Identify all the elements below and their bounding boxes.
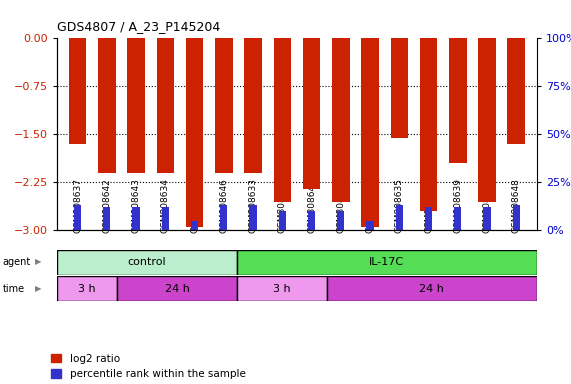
Bar <box>98 38 115 173</box>
Bar <box>391 38 408 137</box>
Bar <box>237 250 537 275</box>
Bar <box>132 207 140 230</box>
Bar <box>220 205 227 230</box>
Text: 24 h: 24 h <box>164 284 190 294</box>
Bar <box>425 207 432 230</box>
Bar <box>303 38 320 189</box>
Bar <box>162 207 169 230</box>
Text: control: control <box>128 257 166 267</box>
Bar <box>327 276 537 301</box>
Bar <box>508 38 525 144</box>
Text: 3 h: 3 h <box>78 284 96 294</box>
Text: ▶: ▶ <box>35 284 42 293</box>
Bar <box>449 38 467 163</box>
Bar <box>57 250 237 275</box>
Bar <box>117 276 237 301</box>
Bar <box>57 276 117 301</box>
Bar <box>396 205 403 230</box>
Bar <box>156 38 174 173</box>
Bar <box>513 205 520 230</box>
Bar <box>274 38 291 202</box>
Text: 24 h: 24 h <box>419 284 444 294</box>
Bar <box>332 38 349 202</box>
Bar <box>337 211 344 230</box>
Bar <box>69 38 86 144</box>
Bar <box>215 38 232 173</box>
Bar <box>361 38 379 227</box>
Text: GDS4807 / A_23_P145204: GDS4807 / A_23_P145204 <box>57 20 220 33</box>
Bar <box>420 38 437 211</box>
Text: time: time <box>3 284 25 294</box>
Bar <box>127 38 145 173</box>
Bar <box>250 205 257 230</box>
Text: agent: agent <box>3 257 31 267</box>
Bar <box>237 276 327 301</box>
Bar <box>279 211 286 230</box>
Text: ▶: ▶ <box>35 257 42 266</box>
Bar <box>454 207 461 230</box>
Bar <box>244 38 262 173</box>
Bar <box>74 205 81 230</box>
Bar <box>191 221 198 230</box>
Bar <box>186 38 203 227</box>
Bar <box>103 207 110 230</box>
Bar <box>478 38 496 202</box>
Legend: log2 ratio, percentile rank within the sample: log2 ratio, percentile rank within the s… <box>51 354 246 379</box>
Text: 3 h: 3 h <box>273 284 291 294</box>
Bar <box>484 207 490 230</box>
Bar <box>367 221 373 230</box>
Bar <box>308 211 315 230</box>
Text: IL-17C: IL-17C <box>369 257 404 267</box>
